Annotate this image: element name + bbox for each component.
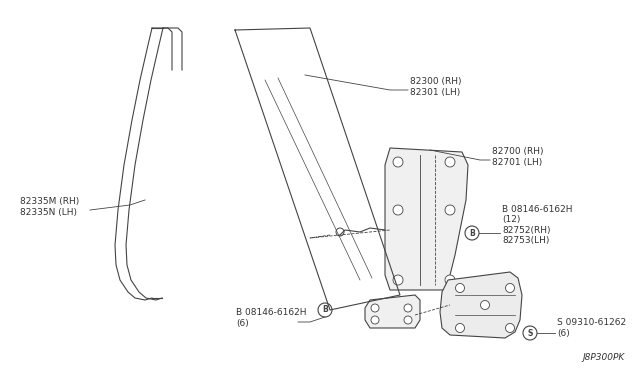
Text: S: S: [527, 328, 532, 337]
Text: B 08146-6162H
(6): B 08146-6162H (6): [236, 308, 307, 328]
Circle shape: [481, 301, 490, 310]
Circle shape: [393, 275, 403, 285]
Circle shape: [393, 157, 403, 167]
Circle shape: [371, 304, 379, 312]
Circle shape: [336, 228, 344, 236]
Polygon shape: [385, 148, 468, 290]
Circle shape: [393, 205, 403, 215]
Circle shape: [465, 226, 479, 240]
Circle shape: [523, 326, 537, 340]
Circle shape: [456, 324, 465, 333]
Text: S 09310-61262
(6): S 09310-61262 (6): [557, 318, 626, 338]
Text: J8P300PK: J8P300PK: [583, 353, 625, 362]
Polygon shape: [365, 295, 420, 328]
Text: 82335M (RH)
82335N (LH): 82335M (RH) 82335N (LH): [20, 197, 79, 217]
Text: B 08146-6162H
(12)
82752(RH)
82753(LH): B 08146-6162H (12) 82752(RH) 82753(LH): [502, 205, 573, 245]
Text: B: B: [322, 305, 328, 314]
Circle shape: [371, 316, 379, 324]
Circle shape: [456, 283, 465, 292]
Circle shape: [506, 324, 515, 333]
Polygon shape: [440, 272, 522, 338]
Circle shape: [445, 205, 455, 215]
Text: 82300 (RH)
82301 (LH): 82300 (RH) 82301 (LH): [410, 77, 461, 97]
Circle shape: [318, 303, 332, 317]
Circle shape: [445, 275, 455, 285]
Circle shape: [506, 283, 515, 292]
Circle shape: [404, 316, 412, 324]
Text: 82700 (RH)
82701 (LH): 82700 (RH) 82701 (LH): [492, 147, 543, 167]
Text: B: B: [469, 228, 475, 237]
Circle shape: [445, 157, 455, 167]
Circle shape: [404, 304, 412, 312]
